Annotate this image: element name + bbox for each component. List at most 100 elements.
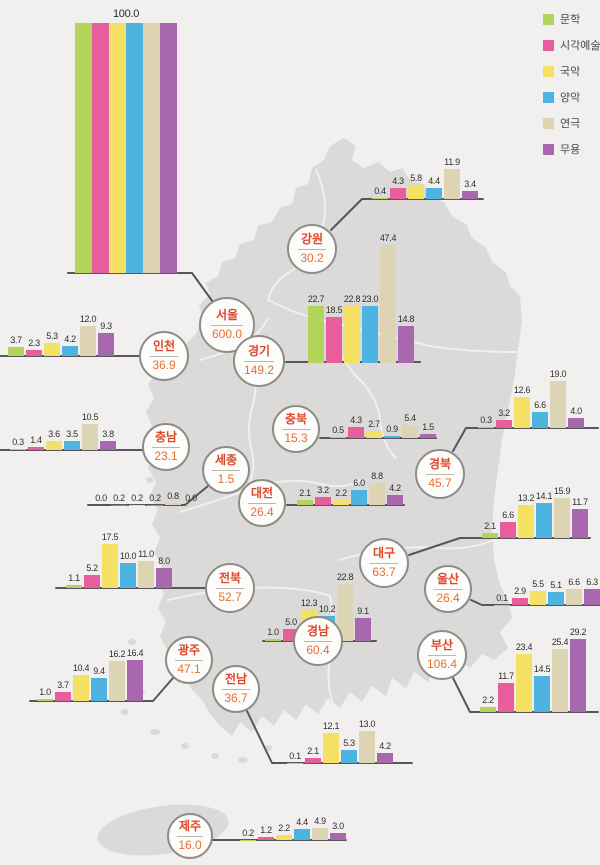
- region-total: 30.2: [300, 250, 324, 265]
- bar-ulsan-1: [512, 597, 528, 605]
- region-total: 26.4: [250, 504, 274, 519]
- region-bubble-chungbuk: 충북 15.3: [272, 405, 320, 453]
- region-chart-sejong: 0.0 0.2 0.2 0.2 0.8 0.0: [93, 487, 199, 505]
- bar-jeju-1: [258, 837, 274, 840]
- bar-value-label: 4.3: [392, 176, 404, 187]
- bar-value-label: 15.9: [553, 486, 571, 497]
- bar-value-label: 3.0: [332, 820, 344, 831]
- region-chart-gwangju: 1.0 3.7 10.4 9.4 16.2 16.4: [37, 644, 143, 701]
- bar-daejeon-2: [333, 499, 349, 505]
- legend-swatch-icon: [543, 39, 554, 51]
- bar-jeonbuk-1: [84, 575, 100, 588]
- region-chart-incheon: 3.7 2.3 5.3 4.2 12.0 9.3: [8, 310, 114, 356]
- region-name: 강원: [300, 231, 324, 246]
- bar-value-label: 3.6: [48, 429, 60, 439]
- bar-gangwon-0: [372, 198, 388, 199]
- bar-value-label: 0.8: [167, 491, 179, 501]
- region-name: 부산: [430, 637, 454, 652]
- bar-value-label: 4.3: [350, 415, 362, 426]
- bar-gangwon-5: [462, 190, 478, 199]
- bar-value-label: 23.4: [515, 641, 533, 652]
- bar-value-label: 2.2: [278, 822, 290, 833]
- legend-label: 국악: [560, 66, 581, 78]
- bar-jeonnam-4: [359, 730, 375, 763]
- bar-value-label: 47.4: [379, 232, 397, 243]
- bar-busan-4: [552, 648, 568, 712]
- bar-gyeongnam-4: [337, 584, 353, 641]
- bar-gyeongnam-5: [355, 618, 371, 641]
- region-bubble-gyeongnam: 경남 60.4: [293, 616, 343, 666]
- region-name: 전남: [224, 671, 248, 686]
- region-total: 45.7: [428, 475, 452, 490]
- bar-value-label: 0.3: [12, 437, 24, 448]
- bar-value-label: 10.4: [72, 663, 90, 673]
- bar-value-label: 4.2: [64, 333, 76, 344]
- bar-incheon-5: [98, 332, 114, 356]
- region-name: 대구: [372, 545, 396, 560]
- bubble-divider: [425, 473, 455, 475]
- bar-gyeongbuk-2: [514, 396, 530, 428]
- bar-value-label: 12.6: [513, 384, 531, 395]
- bar-gangwon-3: [426, 188, 442, 199]
- bar-value-label: 6.6: [534, 399, 546, 410]
- bar-chungnam-3: [64, 441, 80, 450]
- bar-value-label: 9.3: [100, 320, 112, 331]
- region-name: 대전: [250, 485, 274, 500]
- bar-value-label: 12.0: [79, 314, 97, 324]
- bar-value-label: 1.2: [260, 825, 272, 835]
- bar-value-label: 12.1: [322, 720, 340, 731]
- bar-chungbuk-4: [402, 424, 418, 438]
- region-name: 경기: [247, 343, 271, 358]
- bar-value-label: 6.6: [502, 509, 514, 520]
- region-name: 세종: [214, 452, 238, 467]
- bar-gwangju-1: [55, 691, 71, 701]
- bubble-divider: [434, 588, 462, 590]
- region-total: 26.4: [436, 590, 460, 605]
- bar-value-label: 3.2: [498, 408, 510, 418]
- bar-seoul-4: [143, 23, 160, 273]
- bar-gangwon-2: [408, 184, 424, 199]
- bar-value-label: 10.2: [318, 603, 336, 614]
- bar-gyeongbuk-0: [478, 427, 494, 428]
- region-total: 106.4: [426, 656, 458, 671]
- bar-daegu-1: [500, 521, 516, 538]
- region-chart-busan: 2.2 11.7 23.4 14.5 25.4 29.2: [480, 623, 586, 712]
- region-bubble-daegu: 대구 63.7: [359, 538, 409, 588]
- bar-chungbuk-0: [330, 436, 346, 438]
- bar-value-label: 0.2: [149, 492, 161, 503]
- bubble-divider: [282, 428, 310, 430]
- region-total: 47.1: [177, 661, 201, 676]
- bar-value-label: 3.8: [102, 428, 114, 439]
- region-chart-jeonnam: 0.1 2.1 12.1 5.3 13.0 4.2: [287, 715, 393, 763]
- bubble-divider: [222, 688, 250, 690]
- bar-gwangju-3: [91, 677, 107, 701]
- region-chart-chungbuk: 0.5 4.3 2.7 0.9 5.4 1.5: [330, 409, 436, 438]
- bar-value-label: 3.5: [66, 429, 78, 440]
- bar-jeonnam-5: [377, 752, 393, 763]
- bar-value-label: 0.4: [374, 186, 386, 196]
- region-total: 600.0: [211, 326, 243, 341]
- bubble-divider: [210, 324, 244, 326]
- bar-gyeonggi-0: [308, 306, 324, 363]
- region-bubble-busan: 부산 106.4: [417, 630, 467, 680]
- legend-label: 연극: [560, 118, 581, 130]
- region-chart-jeonbuk: 1.1 5.2 17.5 10.0 11.0 8.0: [66, 528, 172, 588]
- bar-gyeonggi-3: [362, 305, 378, 363]
- bar-jeonbuk-0: [66, 585, 82, 588]
- bar-value-label: 22.8: [343, 294, 361, 304]
- region-bubble-seoul: 서울 600.0: [199, 297, 255, 353]
- bar-value-label: 4.2: [379, 740, 391, 751]
- bubble-divider: [248, 502, 276, 504]
- legend-swatch-icon: [543, 143, 554, 155]
- bar-jeju-4: [312, 827, 328, 840]
- bar-value-label: 5.1: [550, 580, 562, 591]
- region-name: 경북: [428, 456, 452, 471]
- bar-value-label: 2.7: [368, 419, 380, 430]
- bar-gyeongnam-0: [265, 638, 281, 641]
- bubble-divider: [427, 654, 457, 656]
- small-islands: [121, 415, 272, 763]
- legend-item-1: 시각예술: [543, 32, 600, 58]
- bar-value-label: 0.9: [386, 423, 398, 434]
- bubble-divider: [152, 446, 180, 448]
- bubble-divider: [215, 587, 245, 589]
